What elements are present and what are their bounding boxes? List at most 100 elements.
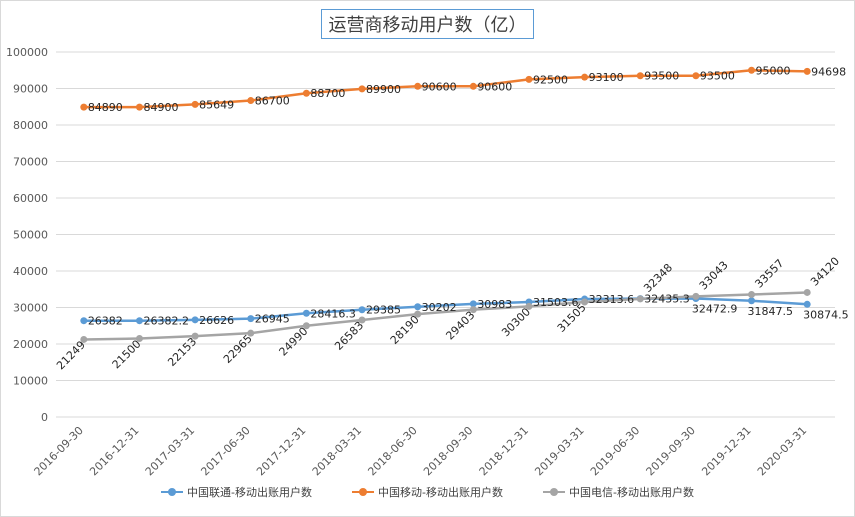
x-tick-label: 2017-06-30 bbox=[198, 424, 252, 478]
x-tick-label: 2020-03-31 bbox=[755, 424, 809, 478]
data-point bbox=[803, 288, 811, 296]
legend-swatch-telecom bbox=[542, 487, 565, 497]
data-point bbox=[80, 317, 88, 325]
data-point bbox=[692, 72, 700, 80]
data-point bbox=[358, 85, 366, 93]
data-point bbox=[803, 300, 811, 308]
x-tick-label: 2017-03-31 bbox=[143, 424, 197, 478]
x-tick-label: 2018-03-31 bbox=[310, 424, 364, 478]
data-point bbox=[469, 306, 477, 314]
data-point bbox=[191, 100, 199, 108]
data-point bbox=[80, 335, 88, 343]
data-label: 30874.5 bbox=[803, 308, 849, 321]
data-label: 30983 bbox=[477, 298, 512, 311]
y-tick-label: 10000 bbox=[13, 375, 48, 388]
y-tick-label: 60000 bbox=[13, 192, 48, 205]
data-point bbox=[191, 316, 199, 324]
data-label: 90600 bbox=[477, 80, 512, 93]
series-line bbox=[83, 297, 808, 322]
x-tick-label: 2018-12-31 bbox=[477, 424, 531, 478]
data-label: 33557 bbox=[752, 257, 786, 291]
data-point bbox=[80, 103, 88, 111]
data-label: 30202 bbox=[422, 301, 457, 314]
y-tick-label: 90000 bbox=[13, 83, 48, 96]
data-point bbox=[581, 73, 589, 81]
data-label: 90600 bbox=[422, 80, 457, 93]
data-label: 22965 bbox=[221, 332, 255, 366]
x-tick-label: 2019-06-30 bbox=[588, 424, 642, 478]
legend-swatch-mobile bbox=[352, 487, 375, 497]
data-point bbox=[247, 315, 255, 323]
legend-item-telecom[interactable]: 中国电信-移动出账用户数 bbox=[542, 484, 694, 500]
x-tick-label: 2016-09-30 bbox=[32, 424, 86, 478]
y-tick-label: 50000 bbox=[13, 229, 48, 242]
y-tick-label: 30000 bbox=[13, 302, 48, 315]
chart-title: 运营商移动用户数（亿） bbox=[321, 9, 534, 39]
legend-label-telecom: 中国电信-移动出账用户数 bbox=[568, 486, 694, 499]
legend-label-unicom: 中国联通-移动出账用户数 bbox=[187, 486, 313, 499]
data-label: 21500 bbox=[110, 337, 144, 371]
data-label: 93500 bbox=[700, 70, 735, 83]
x-tick-label: 2017-12-31 bbox=[254, 424, 308, 478]
data-point bbox=[748, 291, 756, 299]
data-label: 28416.3 bbox=[310, 307, 356, 320]
data-point bbox=[469, 300, 477, 308]
legend-swatch-unicom bbox=[161, 487, 184, 497]
data-point bbox=[636, 72, 644, 80]
data-label: 32435.3 bbox=[644, 293, 690, 306]
data-label: 26382 bbox=[88, 315, 123, 328]
data-point bbox=[191, 332, 199, 340]
data-point bbox=[247, 329, 255, 337]
data-point bbox=[803, 67, 811, 75]
data-label: 89900 bbox=[366, 83, 401, 96]
y-tick-label: 0 bbox=[41, 411, 48, 424]
legend-label-mobile: 中国移动-移动出账用户数 bbox=[378, 486, 503, 499]
y-tick-label: 80000 bbox=[13, 119, 48, 132]
series-line bbox=[83, 291, 808, 341]
data-label: 84890 bbox=[88, 101, 123, 114]
y-tick-label: 40000 bbox=[13, 265, 48, 278]
data-point bbox=[302, 309, 310, 317]
data-label: 95000 bbox=[756, 64, 791, 77]
data-label: 93500 bbox=[644, 70, 679, 83]
x-tick-label: 2019-12-31 bbox=[699, 424, 753, 478]
data-label: 94698 bbox=[811, 65, 846, 78]
y-tick-label: 70000 bbox=[13, 156, 48, 169]
data-label: 26382.2 bbox=[143, 315, 189, 328]
data-label: 32348 bbox=[641, 261, 675, 295]
data-point bbox=[302, 89, 310, 97]
legend-item-mobile[interactable]: 中国移动-移动出账用户数 bbox=[352, 484, 503, 500]
data-label: 32472.9 bbox=[692, 302, 738, 315]
data-label: 29385 bbox=[366, 304, 401, 317]
data-label: 26583 bbox=[332, 319, 366, 353]
data-label: 26945 bbox=[255, 313, 290, 326]
data-label: 31847.5 bbox=[748, 305, 794, 318]
data-point bbox=[302, 322, 310, 330]
data-label: 92500 bbox=[533, 73, 568, 86]
x-tick-label: 2016-12-31 bbox=[87, 424, 141, 478]
data-point bbox=[358, 316, 366, 324]
data-point bbox=[525, 75, 533, 83]
data-label: 88700 bbox=[310, 87, 345, 100]
series-line bbox=[83, 69, 808, 109]
data-point bbox=[525, 302, 533, 310]
data-point bbox=[358, 306, 366, 314]
data-point bbox=[135, 317, 143, 325]
data-label: 85649 bbox=[199, 98, 234, 111]
legend-item-unicom[interactable]: 中国联通-移动出账用户数 bbox=[161, 484, 312, 500]
data-point bbox=[581, 298, 589, 306]
x-tick-label: 2019-03-31 bbox=[532, 424, 586, 478]
chart-legend: 中国联通-移动出账用户数 中国移动-移动出账用户数 中国电信-移动出账用户数 bbox=[0, 484, 855, 500]
data-point bbox=[135, 335, 143, 343]
y-tick-label: 100000 bbox=[6, 46, 48, 59]
x-tick-label: 2018-06-30 bbox=[365, 424, 419, 478]
data-label: 86700 bbox=[255, 95, 290, 108]
x-tick-label: 2018-09-30 bbox=[421, 424, 475, 478]
data-label: 93100 bbox=[589, 71, 624, 84]
data-label: 31503.6 bbox=[533, 296, 579, 309]
data-label: 28190 bbox=[388, 313, 422, 347]
data-point bbox=[135, 103, 143, 111]
data-point bbox=[414, 303, 422, 311]
data-point bbox=[636, 295, 644, 303]
